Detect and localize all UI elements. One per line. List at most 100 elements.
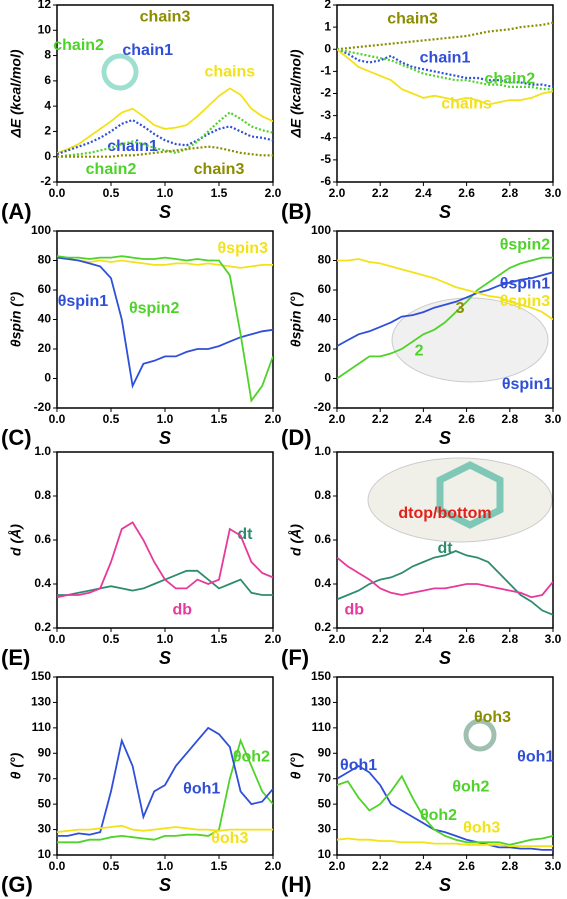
x-axis-label: S (439, 428, 451, 448)
x-tick-label: 1.0 (157, 186, 174, 200)
y-tick-label: -20 (314, 400, 332, 414)
series-label: θspin2 (500, 236, 551, 253)
x-tick-label: 2.6 (458, 186, 475, 200)
y-tick-label: 0.2 (314, 620, 331, 634)
series-label: θoh3 (463, 820, 500, 837)
series-label: chain3 (387, 10, 438, 27)
x-axis-label: S (159, 428, 171, 448)
series-line (57, 87, 273, 154)
y-tick-label: -3 (320, 108, 331, 122)
series-label: chains (204, 63, 255, 80)
x-tick-label: 3.0 (545, 186, 562, 200)
annotation: chain2 (53, 37, 104, 54)
x-tick-label: 0.5 (103, 632, 120, 646)
inset-background (367, 457, 553, 543)
x-tick-label: 2.0 (265, 632, 282, 646)
series-line (337, 271, 553, 347)
annotation: θoh3 (474, 709, 511, 726)
series-label: θoh1 (183, 780, 220, 797)
y-axis-label: d (Å) (288, 524, 304, 556)
y-tick-label: 6 (44, 73, 51, 87)
annotation: chain1 (122, 42, 173, 59)
series-line (337, 550, 553, 616)
y-tick-label: 20 (38, 341, 52, 355)
series-label: θoh2 (420, 807, 457, 824)
y-tick-label: 10 (38, 847, 52, 861)
x-axis-label: S (439, 202, 451, 222)
y-tick-label: 70 (38, 771, 52, 785)
x-axis-label: S (159, 648, 171, 668)
y-tick-label: 70 (318, 771, 332, 785)
series-line (337, 258, 553, 321)
y-tick-label: 0.8 (34, 488, 51, 502)
x-tick-label: 1.5 (211, 412, 228, 426)
x-tick-label: 0.0 (49, 186, 66, 200)
y-tick-label: 10 (38, 22, 52, 36)
plot-frame (336, 676, 554, 856)
y-tick-label: 1 (324, 19, 331, 33)
y-tick-label: 100 (31, 223, 51, 237)
panel-label: (E) (1, 645, 30, 670)
y-tick-label: 50 (38, 796, 52, 810)
series-line (337, 21, 553, 51)
y-tick-label: 0.8 (314, 488, 331, 502)
y-tick-label: -5 (320, 152, 331, 166)
annotation: 2 (415, 343, 424, 360)
series-line (337, 764, 553, 851)
series-line (337, 556, 553, 599)
x-tick-label: 0.0 (49, 859, 66, 873)
series-line (57, 569, 273, 596)
y-tick-label: 90 (38, 745, 52, 759)
x-tick-label: 1.5 (211, 186, 228, 200)
y-axis-label: θ (°) (8, 752, 24, 779)
y-tick-label: 0 (324, 41, 331, 55)
series-line (337, 48, 553, 91)
x-tick-label: 0.0 (49, 632, 66, 646)
y-tick-label: 130 (311, 695, 331, 709)
x-tick-label: 1.0 (157, 632, 174, 646)
y-tick-label: 60 (38, 282, 52, 296)
series-label: chain3 (194, 161, 245, 178)
x-tick-label: 2.8 (501, 632, 518, 646)
y-tick-label: 80 (38, 253, 52, 267)
y-axis-label: θspin (°) (8, 291, 24, 347)
y-tick-label: 130 (31, 695, 51, 709)
annotation: θoh2 (452, 779, 489, 796)
ring-icon (436, 461, 504, 529)
x-tick-label: 2.8 (501, 186, 518, 200)
y-tick-label: 8 (44, 48, 51, 62)
x-tick-label: 2.8 (501, 859, 518, 873)
annotation: dtop/bottom (398, 505, 491, 522)
y-tick-label: 30 (318, 822, 332, 836)
y-tick-label: 0.4 (314, 576, 331, 590)
series-label: θspin1 (58, 293, 109, 310)
plot-frame (336, 4, 554, 183)
y-tick-label: 1.0 (314, 444, 331, 458)
molecule-icon (463, 718, 497, 752)
y-axis-label: ΔE (kcal/mol) (288, 49, 304, 138)
x-axis-label: S (439, 875, 451, 895)
series-label: db (173, 602, 193, 619)
series-line (57, 737, 273, 844)
y-tick-label: 2 (44, 124, 51, 138)
plot-frame (56, 4, 274, 183)
x-tick-label: 3.0 (545, 859, 562, 873)
y-tick-label: -20 (34, 400, 52, 414)
panel-label: (D) (281, 425, 312, 450)
panel-label: (H) (281, 872, 312, 897)
x-tick-label: 0.0 (49, 412, 66, 426)
y-axis-label: θ (°) (288, 752, 304, 779)
y-tick-label: -6 (320, 174, 331, 188)
y-tick-label: 0.6 (34, 532, 51, 546)
series-label: θoh3 (211, 830, 248, 847)
series-line (337, 774, 553, 846)
series-line (57, 111, 273, 158)
x-tick-label: 2.4 (415, 859, 432, 873)
series-line (57, 521, 273, 599)
annotation: θspin1 (502, 376, 553, 393)
y-tick-label: -1 (320, 64, 331, 78)
y-tick-label: 20 (318, 341, 332, 355)
y-tick-label: 50 (318, 796, 332, 810)
series-line (337, 48, 553, 106)
